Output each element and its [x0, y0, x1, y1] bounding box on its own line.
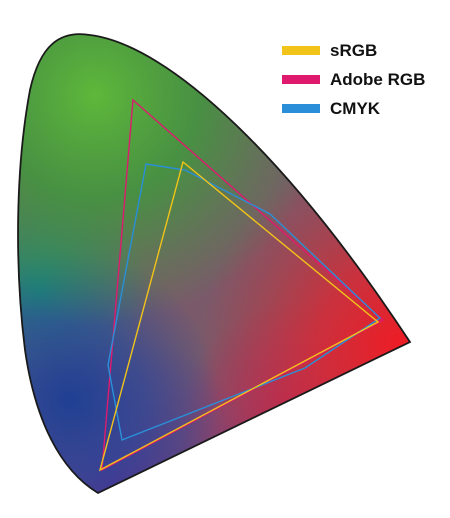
legend-item-adobe-rgb: Adobe RGB — [282, 65, 425, 94]
adobe-rgb-gamut-outline — [101, 98, 385, 472]
legend-label-adobe-rgb: Adobe RGB — [330, 69, 426, 89]
legend-swatch-adobe-rgb — [282, 75, 320, 84]
legend: sRGB Adobe RGB CMYK — [282, 36, 425, 123]
srgb-gamut-outline — [98, 160, 380, 472]
legend-item-cmyk: CMYK — [282, 94, 425, 123]
spectral-locus-outline — [17, 33, 412, 495]
legend-swatch-srgb — [282, 46, 320, 55]
legend-swatch-cmyk — [282, 104, 320, 113]
legend-label-cmyk: CMYK — [330, 98, 381, 118]
legend-item-srgb: sRGB — [282, 36, 425, 65]
legend-label-srgb: sRGB — [330, 40, 378, 60]
cmyk-gamut-outline — [107, 163, 382, 441]
